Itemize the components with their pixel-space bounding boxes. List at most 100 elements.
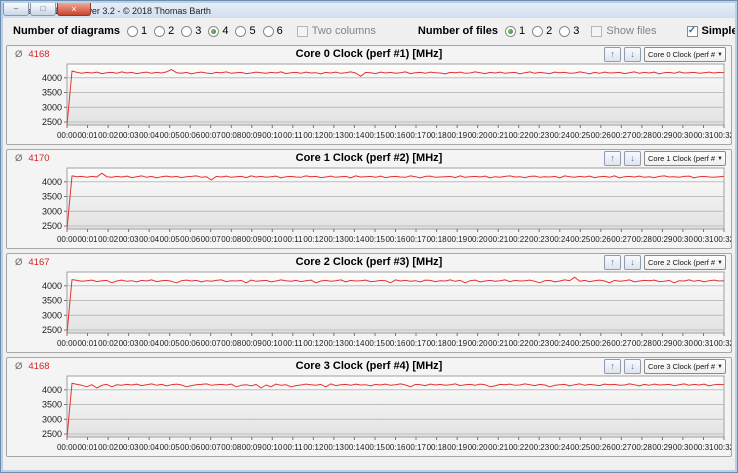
- svg-text:00:03: 00:03: [119, 339, 140, 348]
- svg-text:00:07: 00:07: [201, 131, 222, 140]
- signal-dropdown[interactable]: Core 2 Clock (perf #3) [MHz] ▼: [644, 255, 726, 270]
- diagrams-label: Number of diagrams: [13, 25, 120, 37]
- svg-text:2500: 2500: [42, 325, 62, 335]
- panel-down-button[interactable]: ↓: [624, 255, 641, 270]
- maximize-icon: □: [40, 4, 46, 13]
- svg-text:00:14: 00:14: [344, 131, 365, 140]
- svg-text:3000: 3000: [42, 102, 62, 112]
- signal-dropdown[interactable]: Core 3 Clock (perf #4) [MHz] ▼: [644, 359, 726, 374]
- svg-text:00:22: 00:22: [509, 131, 530, 140]
- signal-dropdown[interactable]: Core 1 Clock (perf #2) [MHz] ▼: [644, 151, 726, 166]
- svg-text:00:31: 00:31: [693, 235, 714, 244]
- svg-text:3500: 3500: [42, 400, 62, 410]
- average-symbol: Ø: [15, 361, 23, 372]
- svg-text:00:07: 00:07: [201, 443, 222, 452]
- radio-option-3[interactable]: 3: [559, 25, 579, 37]
- svg-text:00:02: 00:02: [98, 235, 119, 244]
- panel-up-button[interactable]: ↑: [604, 255, 621, 270]
- svg-text:00:24: 00:24: [550, 131, 571, 140]
- radio-option-5[interactable]: 5: [235, 25, 256, 37]
- chevron-down-icon: ▼: [717, 51, 723, 58]
- svg-text:00:09: 00:09: [242, 443, 263, 452]
- average-symbol: Ø: [15, 49, 23, 60]
- svg-text:00:24: 00:24: [550, 235, 571, 244]
- panel-down-button[interactable]: ↓: [624, 151, 641, 166]
- panel-down-button[interactable]: ↓: [624, 359, 641, 374]
- panel-up-button[interactable]: ↑: [604, 151, 621, 166]
- svg-text:00:28: 00:28: [632, 131, 653, 140]
- signal-dropdown-value: Core 2 Clock (perf #3) [MHz]: [648, 258, 716, 267]
- panel-down-button[interactable]: ↓: [624, 47, 641, 62]
- svg-text:00:06: 00:06: [180, 339, 201, 348]
- svg-text:00:32: 00:32: [714, 131, 731, 140]
- svg-text:00:13: 00:13: [324, 339, 345, 348]
- radio-label: 2: [168, 25, 175, 37]
- minimize-icon: –: [13, 4, 19, 13]
- panel-up-button[interactable]: ↑: [604, 47, 621, 62]
- svg-text:3000: 3000: [42, 206, 62, 216]
- svg-text:00:01: 00:01: [77, 235, 98, 244]
- svg-text:00:27: 00:27: [611, 131, 632, 140]
- radio-circle: [126, 25, 138, 37]
- panel-controls: ↑ ↓ Core 3 Clock (perf #4) [MHz] ▼: [604, 359, 726, 374]
- svg-text:00:26: 00:26: [591, 339, 612, 348]
- files-label: Number of files: [417, 25, 498, 37]
- svg-text:00:27: 00:27: [611, 339, 632, 348]
- close-button[interactable]: ×: [57, 3, 91, 16]
- svg-text:00:19: 00:19: [447, 131, 468, 140]
- radio-circle: [559, 25, 571, 37]
- radio-circle: [208, 25, 220, 37]
- svg-text:00:29: 00:29: [652, 443, 673, 452]
- svg-text:00:31: 00:31: [693, 443, 714, 452]
- radio-option-2[interactable]: 2: [532, 25, 552, 37]
- svg-text:00:12: 00:12: [303, 235, 324, 244]
- svg-text:3000: 3000: [42, 310, 62, 320]
- average-symbol: Ø: [15, 257, 23, 268]
- radio-option-1[interactable]: 1: [126, 25, 147, 37]
- minimize-button[interactable]: –: [3, 3, 29, 16]
- svg-text:00:32: 00:32: [714, 235, 731, 244]
- radio-circle: [181, 25, 193, 37]
- svg-text:00:27: 00:27: [611, 235, 632, 244]
- svg-text:00:19: 00:19: [447, 235, 468, 244]
- panel-controls: ↑ ↓ Core 2 Clock (perf #3) [MHz] ▼: [604, 255, 726, 270]
- simple-mode-checkbox[interactable]: Simple mode: [686, 25, 735, 37]
- svg-text:00:18: 00:18: [427, 443, 448, 452]
- svg-text:3500: 3500: [42, 296, 62, 306]
- svg-text:00:25: 00:25: [570, 443, 591, 452]
- panel-up-button[interactable]: ↑: [604, 359, 621, 374]
- two-columns-checkbox[interactable]: Two columns: [296, 25, 376, 37]
- svg-text:00:01: 00:01: [77, 339, 98, 348]
- files-radio-group: 1 2 3: [505, 25, 579, 37]
- svg-text:00:04: 00:04: [139, 131, 160, 140]
- show-files-checkbox[interactable]: Show files: [591, 25, 657, 37]
- average-symbol: Ø: [15, 153, 23, 164]
- window-controls: – □ ×: [3, 3, 91, 16]
- svg-text:00:31: 00:31: [693, 339, 714, 348]
- two-columns-checkbox-box: [296, 25, 308, 37]
- radio-option-3[interactable]: 3: [181, 25, 201, 37]
- chevron-down-icon: ▼: [717, 155, 723, 162]
- svg-text:00:21: 00:21: [488, 339, 509, 348]
- svg-text:2500: 2500: [42, 221, 62, 231]
- svg-text:00:27: 00:27: [611, 443, 632, 452]
- svg-text:3500: 3500: [42, 88, 62, 98]
- radio-circle: [505, 25, 516, 37]
- svg-text:00:30: 00:30: [673, 443, 694, 452]
- svg-text:00:17: 00:17: [406, 339, 427, 348]
- radio-option-1[interactable]: 1: [505, 25, 525, 37]
- svg-text:00:16: 00:16: [385, 235, 406, 244]
- radio-option-4[interactable]: 4: [208, 25, 228, 37]
- maximize-button[interactable]: □: [30, 3, 56, 16]
- radio-option-2[interactable]: 2: [154, 25, 174, 37]
- svg-text:00:06: 00:06: [180, 443, 201, 452]
- svg-text:00:32: 00:32: [714, 339, 731, 348]
- chart-title: Core 3 Clock (perf #4) [MHz]: [295, 360, 443, 372]
- radio-option-6[interactable]: 6: [262, 25, 283, 37]
- svg-text:00:24: 00:24: [550, 339, 571, 348]
- svg-text:00:18: 00:18: [427, 339, 448, 348]
- signal-dropdown[interactable]: Core 0 Clock (perf #1) [MHz] ▼: [644, 47, 726, 62]
- svg-text:00:07: 00:07: [201, 235, 222, 244]
